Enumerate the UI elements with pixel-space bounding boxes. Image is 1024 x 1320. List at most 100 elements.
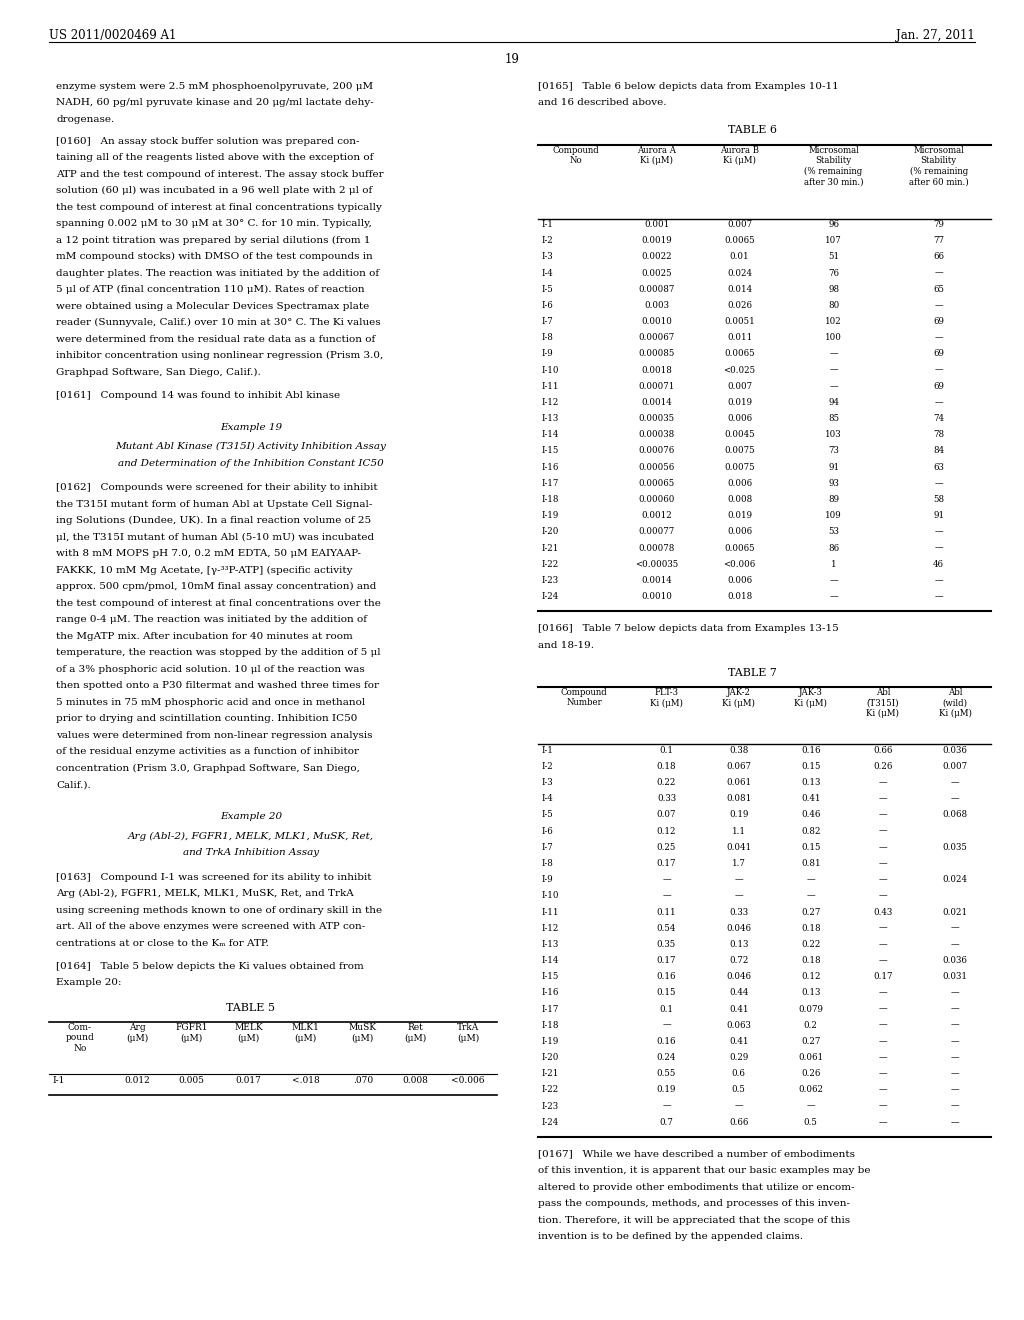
Text: a 12 point titration was prepared by serial dilutions (from 1: a 12 point titration was prepared by ser…: [56, 236, 371, 244]
Text: —: —: [951, 779, 959, 787]
Text: FAKKK, 10 mM Mg Acetate, [γ-³³P-ATP] (specific activity: FAKKK, 10 mM Mg Acetate, [γ-³³P-ATP] (sp…: [56, 565, 353, 574]
Text: —: —: [951, 989, 959, 998]
Text: 84: 84: [933, 446, 944, 455]
Text: 0.17: 0.17: [873, 973, 893, 981]
Text: Aurora B
Ki (μM): Aurora B Ki (μM): [720, 147, 759, 165]
Text: —: —: [829, 591, 838, 601]
Text: TABLE 7: TABLE 7: [728, 668, 777, 677]
Text: 0.035: 0.035: [943, 843, 968, 851]
Text: inhibitor concentration using nonlinear regression (Prism 3.0,: inhibitor concentration using nonlinear …: [56, 351, 384, 360]
Text: 96: 96: [828, 220, 839, 230]
Text: —: —: [879, 1102, 887, 1110]
Text: 89: 89: [828, 495, 839, 504]
Text: I-13: I-13: [542, 414, 559, 424]
Text: [0166]   Table 7 below depicts data from Examples 13-15: [0166] Table 7 below depicts data from E…: [538, 624, 839, 634]
Text: I-8: I-8: [542, 859, 554, 869]
Text: reader (Sunnyvale, Calif.) over 10 min at 30° C. The Ki values: reader (Sunnyvale, Calif.) over 10 min a…: [56, 318, 381, 327]
Text: —: —: [663, 1102, 671, 1110]
Text: I-4: I-4: [542, 795, 553, 804]
Text: and TrkA Inhibition Assay: and TrkA Inhibition Assay: [183, 847, 318, 857]
Text: [0161]   Compound 14 was found to inhibit Abl kinase: [0161] Compound 14 was found to inhibit …: [56, 391, 340, 400]
Text: 0.0014: 0.0014: [641, 576, 672, 585]
Text: 0.66: 0.66: [873, 746, 893, 755]
Text: 1: 1: [830, 560, 837, 569]
Text: —: —: [879, 1085, 887, 1094]
Text: I-14: I-14: [542, 430, 559, 440]
Text: 94: 94: [828, 399, 839, 407]
Text: —: —: [663, 1020, 671, 1030]
Text: temperature, the reaction was stopped by the addition of 5 μl: temperature, the reaction was stopped by…: [56, 648, 381, 657]
Text: I-1: I-1: [542, 220, 554, 230]
Text: 0.26: 0.26: [801, 1069, 820, 1078]
Text: I-8: I-8: [542, 334, 554, 342]
Text: I-17: I-17: [542, 1005, 559, 1014]
Text: of a 3% phosphoric acid solution. 10 μl of the reaction was: of a 3% phosphoric acid solution. 10 μl …: [56, 664, 366, 673]
Text: the test compound of interest at final concentrations typically: the test compound of interest at final c…: [56, 203, 382, 211]
Text: 0.00085: 0.00085: [638, 350, 675, 359]
Text: altered to provide other embodiments that utilize or encom-: altered to provide other embodiments tha…: [538, 1183, 854, 1192]
Text: 0.00071: 0.00071: [638, 381, 675, 391]
Text: —: —: [934, 269, 943, 277]
Text: —: —: [951, 1005, 959, 1014]
Text: —: —: [879, 859, 887, 869]
Text: I-19: I-19: [542, 1038, 559, 1045]
Text: spanning 0.002 μM to 30 μM at 30° C. for 10 min. Typically,: spanning 0.002 μM to 30 μM at 30° C. for…: [56, 219, 372, 228]
Text: ATP and the test compound of interest. The assay stock buffer: ATP and the test compound of interest. T…: [56, 170, 384, 178]
Text: daughter plates. The reaction was initiated by the addition of: daughter plates. The reaction was initia…: [56, 269, 380, 277]
Text: 0.0025: 0.0025: [641, 269, 672, 277]
Text: 0.0012: 0.0012: [641, 511, 672, 520]
Text: —: —: [951, 1020, 959, 1030]
Text: [0163]   Compound I-1 was screened for its ability to inhibit: [0163] Compound I-1 was screened for its…: [56, 873, 372, 882]
Text: 91: 91: [828, 463, 839, 471]
Text: with 8 mM MOPS pH 7.0, 0.2 mM EDTA, 50 μM EAIYAAP-: with 8 mM MOPS pH 7.0, 0.2 mM EDTA, 50 μ…: [56, 549, 361, 558]
Text: I-2: I-2: [542, 762, 553, 771]
Text: I-10: I-10: [542, 891, 559, 900]
Text: 0.38: 0.38: [729, 746, 749, 755]
Text: range 0-4 μM. The reaction was initiated by the addition of: range 0-4 μM. The reaction was initiated…: [56, 615, 368, 624]
Text: I-19: I-19: [542, 511, 559, 520]
Text: 78: 78: [933, 430, 944, 440]
Text: 0.006: 0.006: [727, 576, 752, 585]
Text: —: —: [934, 576, 943, 585]
Text: 0.35: 0.35: [656, 940, 676, 949]
Text: —: —: [807, 891, 815, 900]
Text: 0.061: 0.061: [726, 779, 752, 787]
Text: —: —: [934, 528, 943, 536]
Text: Arg (Abl-2), FGFR1, MELK, MLK1, MuSK, Ret, and TrkA: Arg (Abl-2), FGFR1, MELK, MLK1, MuSK, Re…: [56, 890, 354, 898]
Text: I-2: I-2: [542, 236, 553, 246]
Text: 0.0065: 0.0065: [724, 544, 755, 553]
Text: 0.13: 0.13: [801, 779, 820, 787]
Text: solution (60 μl) was incubated in a 96 well plate with 2 μl of: solution (60 μl) was incubated in a 96 w…: [56, 186, 373, 195]
Text: 85: 85: [828, 414, 839, 424]
Text: 0.27: 0.27: [801, 908, 820, 916]
Text: 0.046: 0.046: [726, 973, 752, 981]
Text: 0.0022: 0.0022: [641, 252, 672, 261]
Text: Abl
(T315I)
Ki (μM): Abl (T315I) Ki (μM): [866, 688, 899, 718]
Text: 86: 86: [828, 544, 839, 553]
Text: Example 20: Example 20: [220, 812, 282, 821]
Text: —: —: [734, 891, 743, 900]
Text: 0.5: 0.5: [732, 1085, 745, 1094]
Text: 0.11: 0.11: [656, 908, 676, 916]
Text: 0.061: 0.061: [799, 1053, 823, 1063]
Text: Calif.).: Calif.).: [56, 780, 91, 789]
Text: 0.011: 0.011: [727, 334, 753, 342]
Text: the test compound of interest at final concentrations over the: the test compound of interest at final c…: [56, 598, 381, 607]
Text: 0.46: 0.46: [801, 810, 820, 820]
Text: 0.00067: 0.00067: [638, 334, 675, 342]
Text: NADH, 60 pg/ml pyruvate kinase and 20 μg/ml lactate dehy-: NADH, 60 pg/ml pyruvate kinase and 20 μg…: [56, 98, 374, 107]
Text: MuSK
(μM): MuSK (μM): [349, 1023, 377, 1043]
Text: 98: 98: [828, 285, 839, 294]
Text: JAK-3
Ki (μM): JAK-3 Ki (μM): [795, 688, 827, 708]
Text: ing Solutions (Dundee, UK). In a final reaction volume of 25: ing Solutions (Dundee, UK). In a final r…: [56, 516, 372, 525]
Text: 0.041: 0.041: [726, 843, 752, 851]
Text: 0.7: 0.7: [659, 1118, 674, 1127]
Text: taining all of the reagents listed above with the exception of: taining all of the reagents listed above…: [56, 153, 374, 162]
Text: 0.17: 0.17: [656, 859, 676, 869]
Text: 91: 91: [933, 511, 944, 520]
Text: 0.007: 0.007: [942, 762, 968, 771]
Text: 46: 46: [933, 560, 944, 569]
Text: —: —: [807, 1102, 815, 1110]
Text: I-11: I-11: [542, 908, 559, 916]
Text: —: —: [734, 875, 743, 884]
